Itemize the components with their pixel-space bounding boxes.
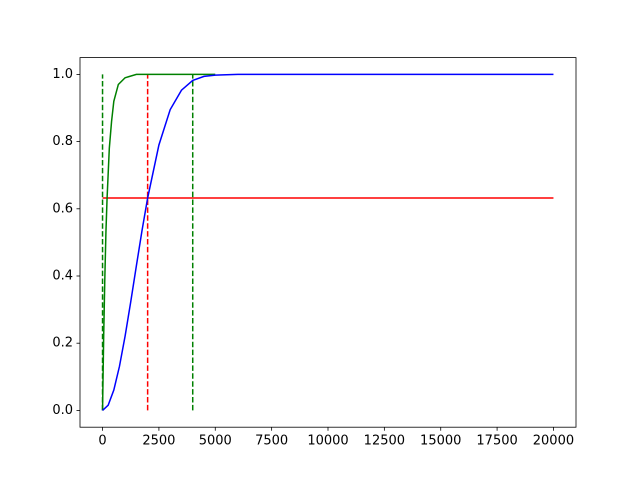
series-line bbox=[102, 73, 554, 411]
y-tick-label: 0.6 bbox=[52, 201, 73, 216]
y-tick-label: 0.4 bbox=[52, 269, 73, 284]
x-tick-label: 10000 bbox=[307, 434, 348, 449]
series-line bbox=[101, 73, 216, 411]
x-tick-label: 12500 bbox=[364, 434, 405, 449]
x-tick-label: 0 bbox=[98, 434, 106, 449]
x-tick-label: 15000 bbox=[420, 434, 461, 449]
x-tick-label: 7500 bbox=[255, 434, 288, 449]
y-tick-label: 0.0 bbox=[52, 403, 73, 418]
y-tick-label: 1.0 bbox=[52, 67, 73, 82]
x-tick-label: 5000 bbox=[199, 434, 232, 449]
x-tick-label: 2500 bbox=[142, 434, 175, 449]
x-tick-label: 17500 bbox=[476, 434, 517, 449]
x-tick-label: 20000 bbox=[533, 434, 574, 449]
y-tick-label: 0.8 bbox=[52, 134, 73, 149]
y-tick-label: 0.2 bbox=[52, 336, 73, 351]
plot-frame bbox=[79, 57, 577, 428]
